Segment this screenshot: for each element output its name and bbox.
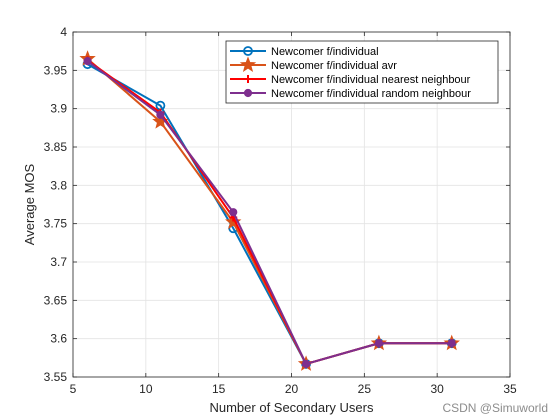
legend-item: Newcomer f/individual random neighbour bbox=[230, 88, 471, 100]
legend-item: Newcomer f/individual bbox=[230, 46, 379, 58]
data-point bbox=[83, 57, 92, 66]
legend-item: Newcomer f/individual nearest neighbour bbox=[230, 74, 471, 86]
x-tick-label: 25 bbox=[358, 382, 372, 396]
series-line bbox=[86, 60, 452, 365]
y-tick-label: 3.9 bbox=[50, 102, 67, 116]
legend: Newcomer f/individual Newcomer f/individu… bbox=[225, 40, 499, 104]
data-point bbox=[447, 339, 456, 348]
x-tick-label: 35 bbox=[503, 382, 517, 396]
data-point bbox=[156, 110, 165, 119]
y-tick-label: 3.85 bbox=[44, 140, 68, 154]
y-tick-label: 3.55 bbox=[44, 370, 68, 384]
x-tick-label: 20 bbox=[285, 382, 299, 396]
data-point bbox=[244, 75, 252, 83]
y-tick-label: 4 bbox=[60, 25, 67, 39]
legend-box bbox=[225, 40, 499, 104]
x-axis-label: Number of Secondary Users bbox=[209, 400, 374, 415]
legend-label: Newcomer f/individual avr bbox=[271, 60, 397, 72]
y-tick-label: 3.95 bbox=[44, 63, 68, 77]
series-layer bbox=[79, 50, 460, 371]
data-point bbox=[374, 339, 383, 348]
y-tick-label: 3.6 bbox=[50, 332, 67, 346]
y-tick-label: 3.65 bbox=[44, 293, 68, 307]
y-tick-label: 3.8 bbox=[50, 178, 67, 192]
x-tick-label: 15 bbox=[212, 382, 226, 396]
y-tick-label: 3.75 bbox=[44, 217, 68, 231]
legend-label: Newcomer f/individual nearest neighbour bbox=[271, 74, 471, 86]
watermark: CSDN @Simuworld bbox=[442, 401, 548, 415]
y-axis-label: Average MOS bbox=[22, 163, 37, 245]
data-point bbox=[243, 88, 253, 98]
legend-label: Newcomer f/individual bbox=[271, 46, 379, 58]
y-tick-label: 3.7 bbox=[50, 255, 67, 269]
data-point bbox=[229, 208, 238, 217]
legend-label: Newcomer f/individual random neighbour bbox=[271, 88, 471, 100]
x-tick-label: 10 bbox=[139, 382, 153, 396]
x-tick-label: 30 bbox=[430, 382, 444, 396]
legend-item: Newcomer f/individual avr bbox=[230, 56, 397, 72]
data-point bbox=[243, 46, 253, 56]
data-point bbox=[301, 359, 311, 369]
data-point bbox=[239, 56, 257, 72]
series bbox=[83, 57, 456, 369]
ticks: 5 10 15 20 25 30 35 3.55 3.6 3.65 3.7 3.75 3.8 3.85 3.… bbox=[44, 25, 517, 396]
x-tick-label: 5 bbox=[70, 382, 77, 396]
